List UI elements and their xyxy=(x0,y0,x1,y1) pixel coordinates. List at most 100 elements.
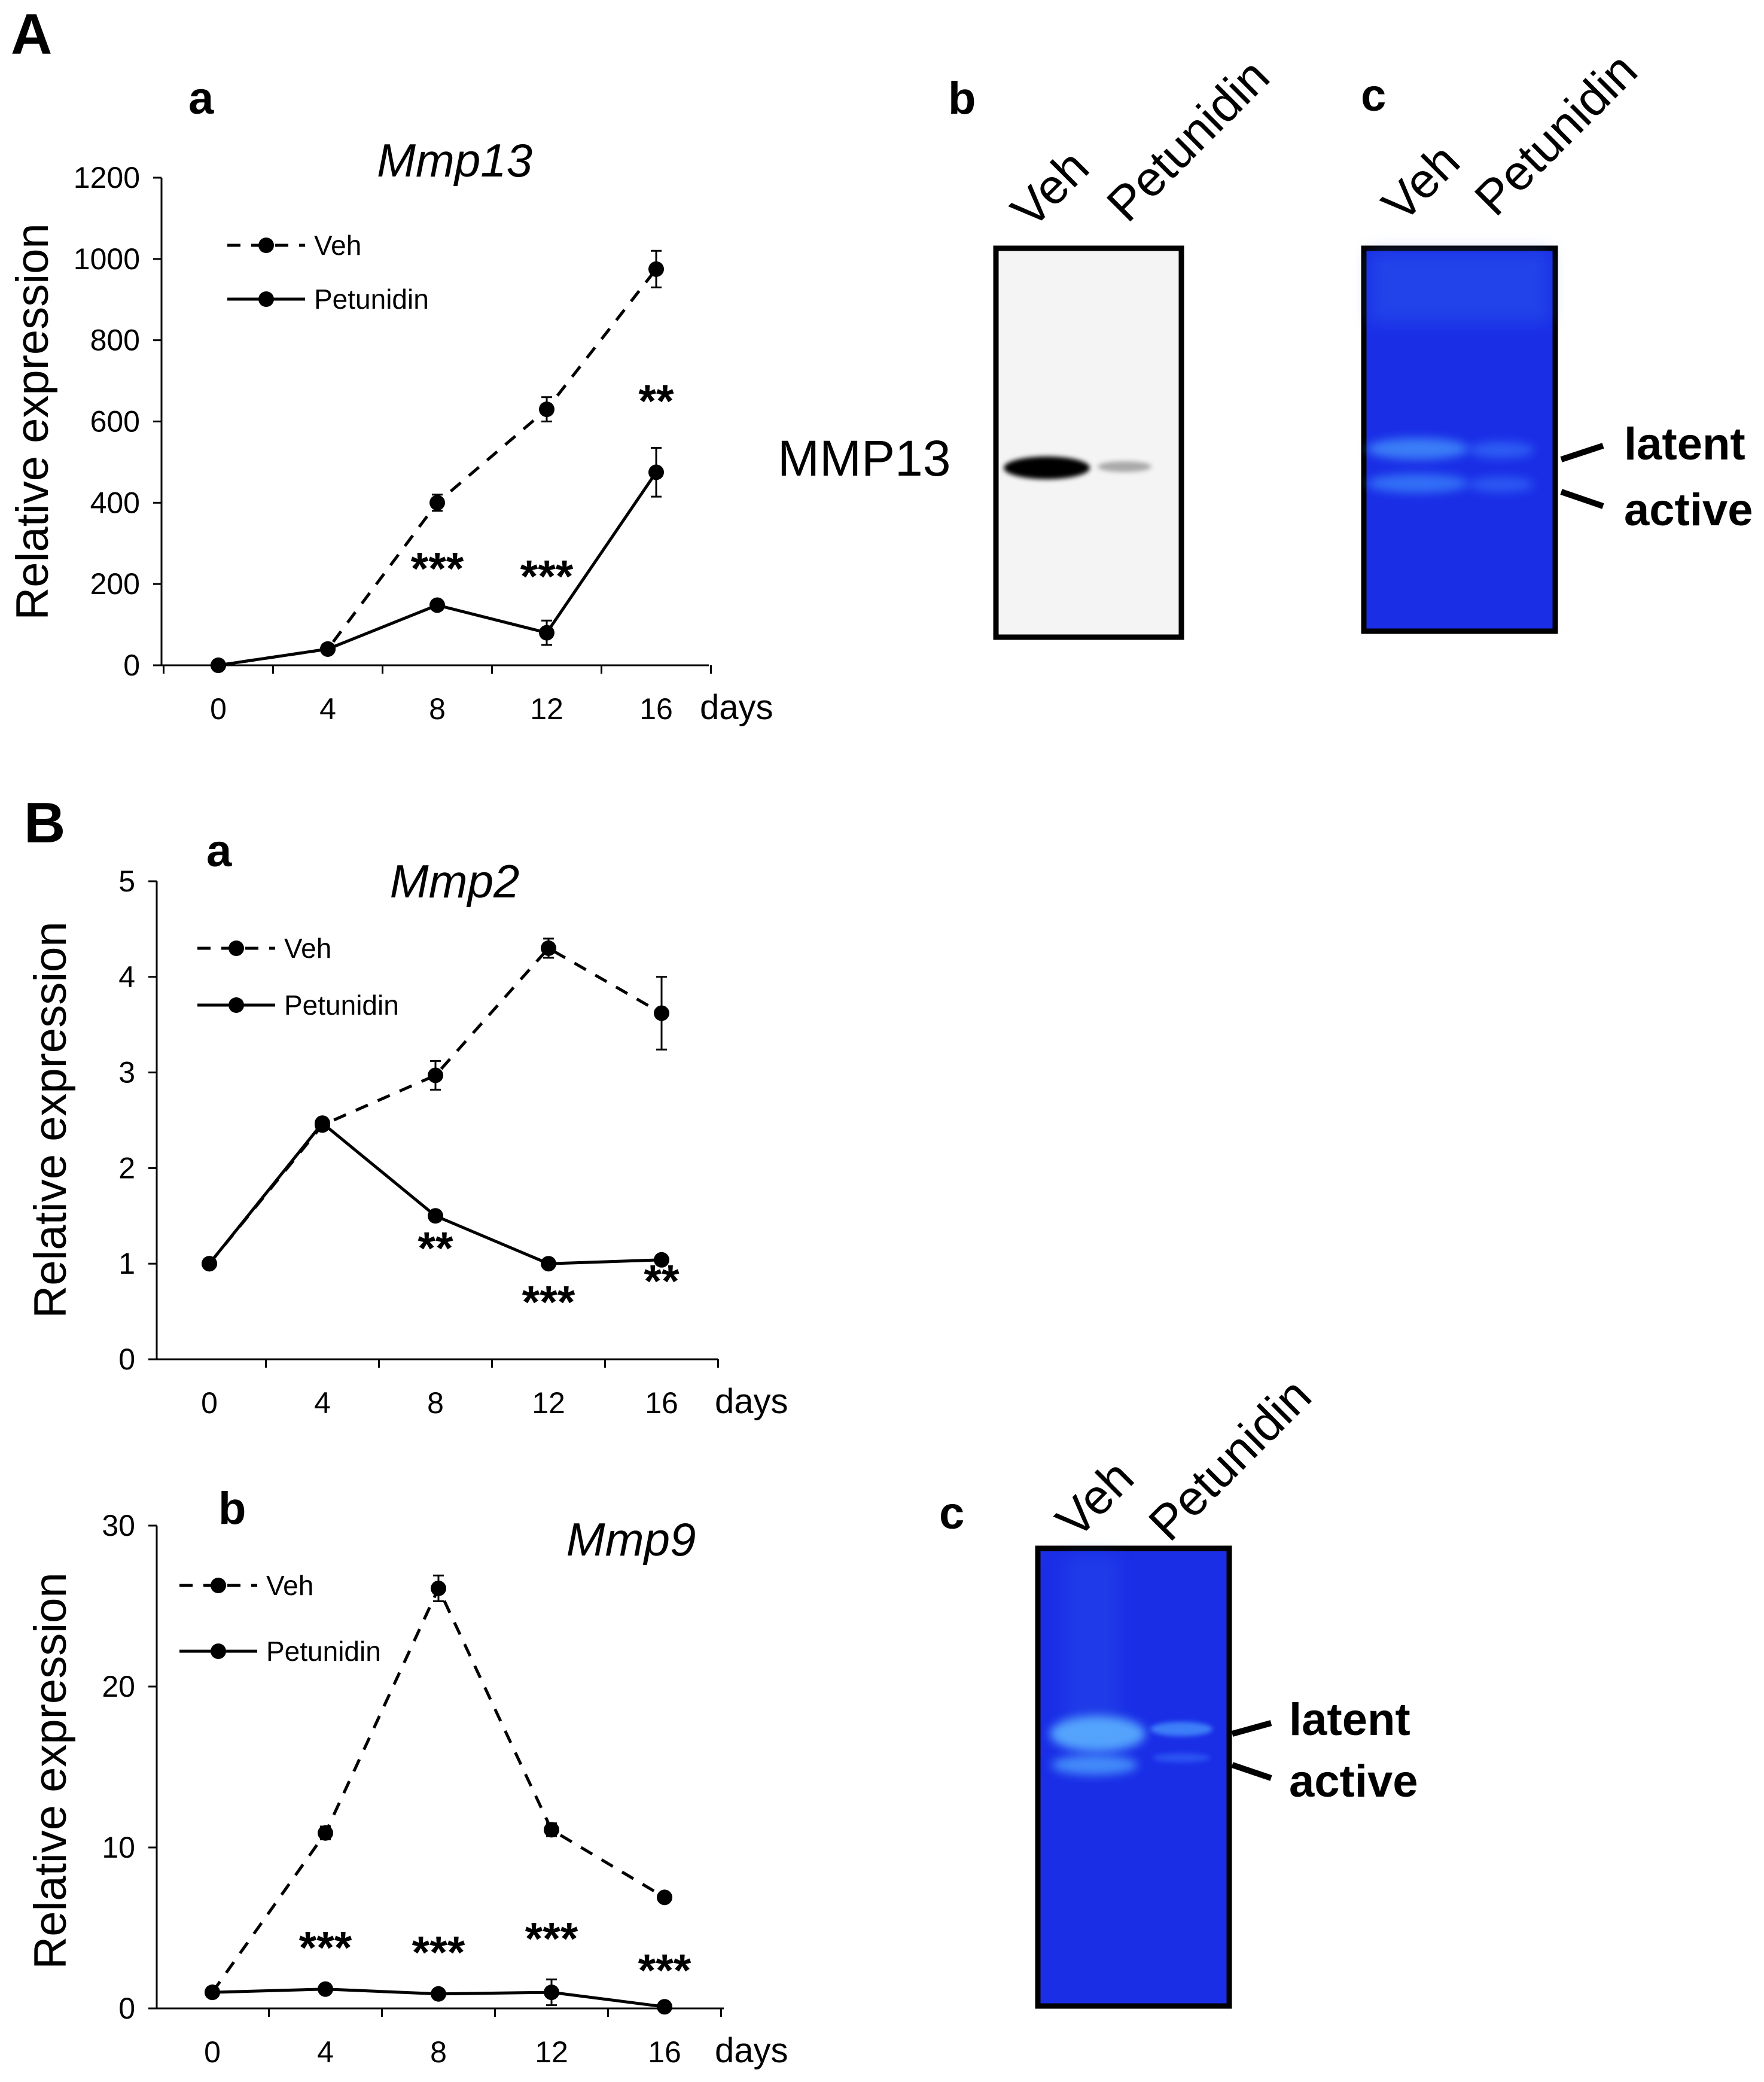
legend-marker-veh xyxy=(258,238,274,253)
x-tick-label: 12 xyxy=(532,1386,565,1420)
significance-marker: *** xyxy=(411,544,464,595)
data-point-veh xyxy=(654,1005,669,1021)
chart-title: Mmp2 xyxy=(390,855,520,908)
data-point-petunidin xyxy=(318,1981,333,1997)
x-tick-label: 4 xyxy=(319,692,336,726)
data-point-petunidin xyxy=(541,1256,556,1272)
x-tick-label: 8 xyxy=(430,2035,447,2069)
y-tick-label: 200 xyxy=(90,567,140,601)
lane-label-veh: Veh xyxy=(1372,133,1470,232)
significance-marker: *** xyxy=(520,551,574,602)
panel-label-B: B xyxy=(24,791,65,855)
panel-label-b: b xyxy=(948,73,976,124)
y-tick-label: 0 xyxy=(118,1343,135,1376)
lane-label-petunidin: Petunidin xyxy=(1096,49,1279,232)
latent-pointer xyxy=(1231,1720,1272,1737)
x-tick-label: 12 xyxy=(535,2035,568,2069)
band-label-latent: latent xyxy=(1624,419,1745,470)
y-tick-label: 600 xyxy=(90,405,140,439)
x-tick-label: 16 xyxy=(639,692,673,726)
chart-title: Mmp9 xyxy=(566,1513,696,1566)
panel-label: a xyxy=(206,826,232,876)
y-axis-label: Relative expression xyxy=(25,1572,76,1969)
gel-top-smear xyxy=(1370,251,1549,323)
western-band-petunidin xyxy=(1098,461,1151,472)
data-point-veh xyxy=(657,1889,672,1906)
legend-label-petunidin: Petunidin xyxy=(266,1636,381,1667)
zymogram-A-panel: c Veh Petunidin latent active xyxy=(1361,43,1753,634)
western-blot-membrane xyxy=(993,245,1184,640)
x-unit-label: days xyxy=(715,2031,788,2070)
x-tick-label: 8 xyxy=(427,1386,444,1420)
data-point-petunidin xyxy=(657,1999,672,2015)
x-unit-label: days xyxy=(715,1382,788,1421)
x-tick-label: 12 xyxy=(530,692,563,726)
data-point-petunidin xyxy=(648,464,664,480)
x-tick-label: 4 xyxy=(317,2035,334,2069)
western-band-veh xyxy=(1004,456,1090,479)
panel-label-A: A xyxy=(11,2,52,66)
data-point-veh xyxy=(541,940,556,956)
data-point-petunidin xyxy=(429,597,445,613)
western-blot-panel: b Veh Petunidin MMP13 xyxy=(778,49,1280,640)
significance-marker: *** xyxy=(522,1277,575,1328)
active-pointer xyxy=(1231,1762,1272,1781)
data-point-veh xyxy=(318,1825,333,1841)
data-point-petunidin xyxy=(211,658,226,673)
y-tick-label: 5 xyxy=(118,865,135,898)
lane-label-petunidin: Petunidin xyxy=(1138,1368,1321,1551)
data-point-veh xyxy=(539,401,555,418)
legend-marker-petunidin xyxy=(211,1643,226,1659)
data-point-petunidin xyxy=(320,641,336,657)
legend-label-petunidin: Petunidin xyxy=(284,990,399,1021)
legend-marker-veh xyxy=(229,940,244,956)
y-tick-label: 3 xyxy=(118,1056,135,1089)
data-point-petunidin xyxy=(205,1984,220,2001)
data-point-veh xyxy=(429,495,445,511)
x-unit-label: days xyxy=(700,688,773,727)
zymo-band-active-petunidin xyxy=(1153,1753,1210,1763)
legend-label-veh: Veh xyxy=(266,1570,313,1601)
significance-marker: *** xyxy=(638,1946,691,1996)
panel-label: a xyxy=(188,73,214,124)
band-label-latent: latent xyxy=(1289,1694,1410,1745)
zymo-band-latent-veh xyxy=(1367,438,1469,459)
y-tick-label: 1200 xyxy=(74,161,140,194)
lane-label-petunidin: Petunidin xyxy=(1464,43,1647,226)
data-point-petunidin xyxy=(544,1984,559,2001)
x-tick-label: 0 xyxy=(201,1386,218,1420)
significance-marker: *** xyxy=(412,1927,465,1978)
zymo-band-active-petunidin xyxy=(1469,477,1534,492)
zymo-band-latent-veh xyxy=(1050,1716,1145,1752)
chart-title: Mmp13 xyxy=(377,134,532,187)
zymogram-B-panel: c Veh Petunidin latent active xyxy=(939,1368,1418,2009)
y-tick-label: 2 xyxy=(118,1151,135,1185)
y-axis-label: Relative expression xyxy=(7,223,58,620)
y-tick-label: 0 xyxy=(118,1992,135,2025)
legend-label-veh: Veh xyxy=(314,230,361,261)
chart-mmp13: a Mmp13 Relative expression 0 200 400 600 800 10… xyxy=(7,73,773,727)
data-point-petunidin xyxy=(431,1986,446,2002)
data-point-veh xyxy=(648,261,664,277)
significance-marker: ** xyxy=(638,376,674,427)
x-tick-label: 0 xyxy=(204,2035,221,2069)
x-tick-label: 8 xyxy=(429,692,446,726)
x-tick-label: 0 xyxy=(210,692,227,726)
active-pointer xyxy=(1560,489,1604,509)
lane-label-veh: Veh xyxy=(1001,139,1099,238)
legend-label-petunidin: Petunidin xyxy=(314,284,429,315)
significance-marker: ** xyxy=(418,1223,453,1274)
panel-label-c-B: c xyxy=(939,1488,964,1539)
panel-label-c-A: c xyxy=(1361,70,1386,121)
significance-marker: ** xyxy=(644,1256,680,1307)
significance-marker: *** xyxy=(299,1922,352,1973)
data-point-petunidin xyxy=(428,1208,443,1224)
chart-mmp9: b Mmp9 Relative expression 0 10 20 30 0 4 8 12 16 da… xyxy=(25,1483,788,2070)
x-tick-label: 4 xyxy=(314,1386,331,1420)
x-tick-label: 16 xyxy=(648,2035,681,2069)
y-tick-label: 1 xyxy=(118,1247,135,1280)
data-point-petunidin xyxy=(315,1115,330,1131)
data-point-petunidin xyxy=(539,625,555,641)
y-axis-label: Relative expression xyxy=(25,921,76,1318)
zymo-band-latent-petunidin xyxy=(1469,442,1534,458)
